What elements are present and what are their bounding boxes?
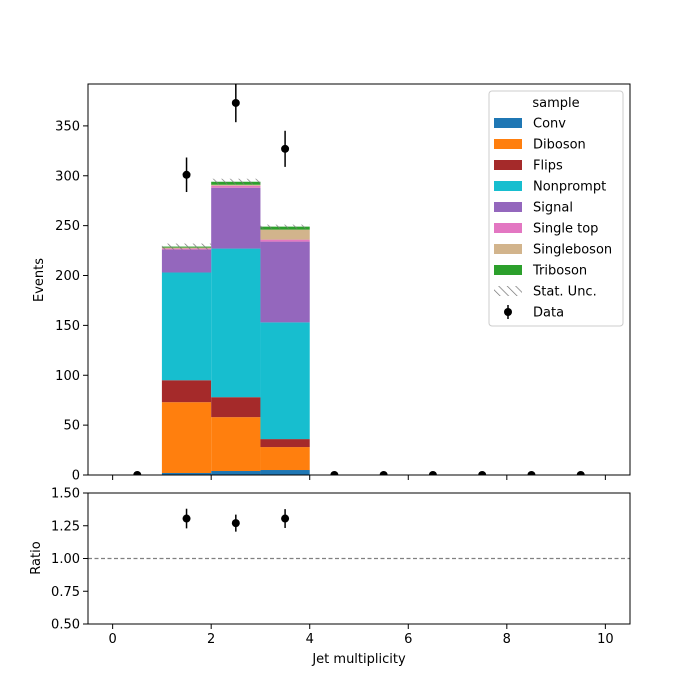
bar-singleboson-bin-3 (260, 229, 310, 240)
ratio-y-tick-label-0.75: 0.75 (51, 585, 80, 600)
main-y-tick-label-150: 150 (55, 319, 80, 334)
main-y-tick-label-350: 350 (55, 119, 80, 134)
stat-unc-bin-2 (211, 178, 261, 185)
ratio-y-tick-label-1.50: 1.50 (51, 487, 80, 502)
data-point-bin-4 (330, 471, 339, 475)
ratio-y-tick-label-1.00: 1.00 (51, 552, 80, 567)
bar-flips-bin-1 (161, 380, 212, 403)
legend-label-conv: Conv (533, 117, 566, 132)
legend-label-nonprompt: Nonprompt (533, 180, 606, 195)
ratio-point-1 (231, 519, 240, 528)
bar-singleboson-bin-2 (211, 184, 261, 186)
ratio-point-0 (182, 514, 191, 523)
legend-swatch-diboson (494, 139, 522, 149)
bar-signal-bin-3 (260, 241, 310, 323)
ratio-points (182, 508, 290, 532)
legend-swatch-singleboson (494, 244, 522, 254)
bar-single-top-bin-2 (211, 185, 261, 188)
legend-label-singleboson: Singleboson (533, 243, 612, 258)
legend-marker-data (504, 308, 512, 316)
bar-conv-bin-1 (161, 473, 212, 475)
stat-unc-band (161, 178, 310, 250)
x-tick-label-8: 8 (503, 632, 511, 647)
legend-swatch-flips (494, 160, 522, 170)
bar-single-top-bin-3 (260, 239, 310, 242)
data-point-bin-1 (182, 170, 191, 179)
legend-label-single-top: Single top (533, 222, 598, 237)
stat-unc-bin-3 (260, 224, 310, 229)
stacked-bars (161, 181, 310, 475)
legend-swatch-conv (494, 118, 522, 128)
bar-nonprompt-bin-3 (260, 322, 310, 440)
bar-flips-bin-3 (260, 439, 310, 448)
bar-conv-bin-3 (260, 470, 310, 475)
data-points (133, 84, 585, 475)
main-y-tick-label-100: 100 (55, 369, 80, 384)
legend-label-stat-unc-: Stat. Unc. (533, 285, 597, 300)
x-tick-label-10: 10 (597, 632, 614, 647)
legend-swatch-stat-unc- (494, 286, 522, 296)
main-y-ticks: 0 50 100 150 200 250 300 350 (55, 119, 88, 484)
x-tick-label-0: 0 (108, 632, 116, 647)
legend-swatch-nonprompt (494, 181, 522, 191)
ratio-x-ticks: 0 2 4 6 8 10 (108, 624, 614, 647)
legend-swatch-signal (494, 202, 522, 212)
stat-unc-bin-1 (161, 243, 212, 250)
legend: sample Conv Diboson Flips Nonprompt Signal Si… (488, 90, 624, 327)
main-y-tick-label-0: 0 (72, 469, 80, 484)
bar-signal-bin-2 (211, 187, 261, 249)
ratio-y-tick-label-1.25: 1.25 (51, 519, 80, 534)
ratio-y-axis-label: Ratio (29, 541, 44, 574)
main-y-tick-label-250: 250 (55, 219, 80, 234)
x-axis-label: Jet multiplicity (311, 652, 406, 667)
main-plot: 0 50 100 150 200 250 300 350 Events (32, 83, 631, 484)
bar-diboson-bin-3 (260, 447, 310, 471)
x-tick-label-2: 2 (207, 632, 215, 647)
bar-nonprompt-bin-1 (161, 272, 212, 381)
data-point-bin-7 (478, 471, 487, 475)
legend-label-diboson: Diboson (533, 138, 586, 153)
ratio-point-2 (281, 514, 290, 523)
legend-label-triboson: Triboson (532, 264, 587, 279)
main-y-tick-label-300: 300 (55, 169, 80, 184)
main-x-ticks (112, 475, 606, 480)
legend-swatch-single-top (494, 223, 522, 233)
ratio-y-tick-label-0.50: 0.50 (51, 618, 80, 633)
legend-title: sample (532, 96, 579, 111)
bar-flips-bin-2 (211, 397, 261, 418)
data-point-bin-2 (231, 98, 240, 107)
main-y-tick-label-200: 200 (55, 269, 80, 284)
data-point-bin-6 (428, 471, 437, 475)
y-axis-label: Events (32, 258, 47, 302)
x-tick-label-4: 4 (306, 632, 314, 647)
data-point-bin-9 (576, 471, 585, 475)
legend-swatch-triboson (494, 265, 522, 275)
data-point-bin-3 (281, 144, 290, 153)
data-point-bin-0 (133, 471, 142, 475)
bar-diboson-bin-2 (211, 417, 261, 472)
x-tick-label-6: 6 (404, 632, 412, 647)
legend-frame (488, 90, 624, 327)
bar-nonprompt-bin-2 (211, 248, 261, 398)
ratio-y-ticks: 0.50 0.75 1.00 1.25 1.50 (51, 487, 88, 633)
bar-conv-bin-2 (211, 471, 261, 475)
data-point-bin-5 (379, 471, 388, 475)
data-point-bin-8 (527, 471, 536, 475)
legend-label-data: Data (533, 306, 564, 321)
main-y-tick-label-50: 50 (63, 419, 80, 434)
main-axes-frame (87, 83, 631, 476)
ratio-plot: 0 2 4 6 8 10 0.50 0.75 1.00 1.25 1.50 Ratio Jet m… (29, 487, 631, 667)
legend-label-signal: Signal (533, 201, 573, 216)
legend-label-flips: Flips (533, 159, 563, 174)
bar-signal-bin-1 (161, 249, 212, 273)
bar-diboson-bin-1 (161, 402, 212, 474)
